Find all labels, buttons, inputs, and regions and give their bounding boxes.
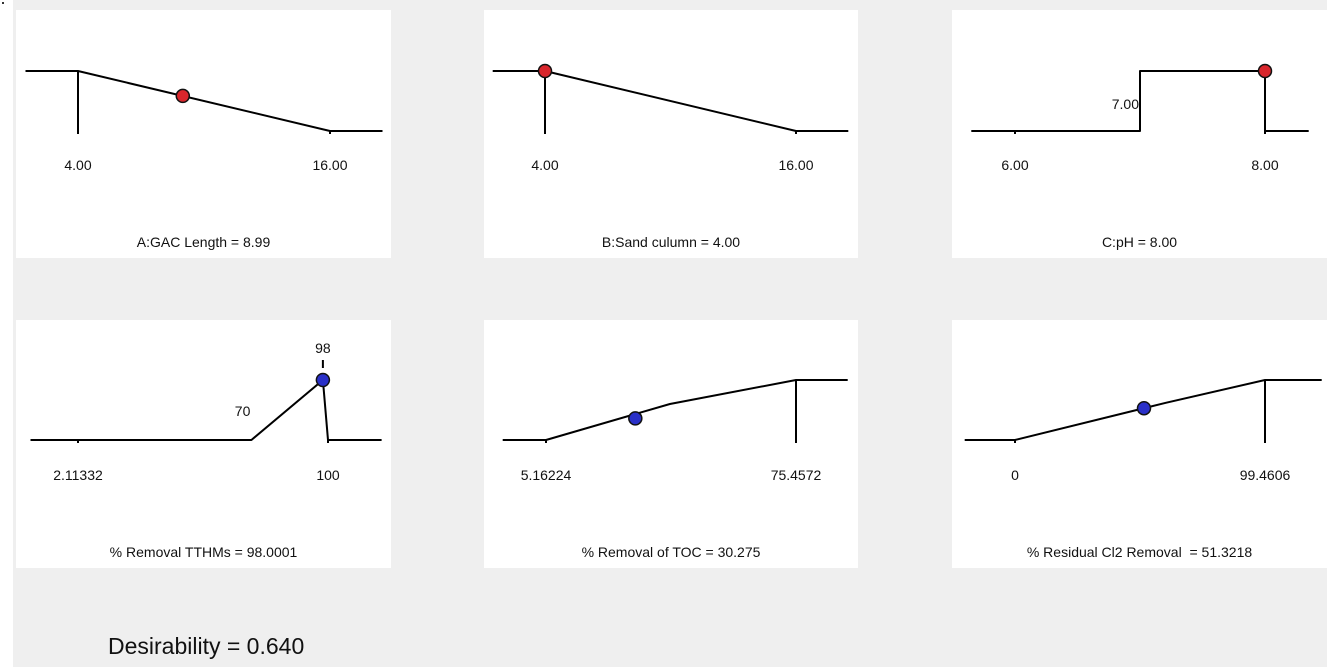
goal-label: 70 [235, 403, 251, 419]
goal-label: 7.00 [1112, 96, 1139, 112]
goal-label: 98 [315, 340, 331, 356]
current-value-marker [628, 411, 643, 426]
current-value-marker [1257, 63, 1273, 79]
tick-label: 100 [316, 467, 340, 483]
tick-label: 2.11332 [53, 467, 103, 483]
current-value-marker [1136, 400, 1152, 416]
tick-label: 6.00 [1001, 157, 1028, 173]
current-value-marker [315, 372, 331, 388]
tick-label: 75.4572 [771, 467, 822, 483]
response-panel-cl2: 0 99.4606 % Residual Cl2 Removal = 51.321… [952, 320, 1327, 568]
gac-length-caption: A:GAC Length = 8.99 [136, 234, 271, 250]
desirability-label: Desirability = 0.640 [108, 633, 305, 659]
tick-label: 8.00 [1251, 157, 1278, 173]
factor-panel-sand-column: 4.00 16.00 B:Sand culumn = 4.00 [484, 10, 858, 258]
gac-length-plot: 4.00 16.00 [25, 70, 383, 173]
current-value-marker [175, 88, 191, 104]
tick-label: 16.00 [312, 157, 347, 173]
tick-label: 0 [1011, 467, 1019, 483]
sand-column-caption: B:Sand culumn = 4.00 [601, 234, 741, 250]
cl2-plot: 0 99.4606 [964, 379, 1322, 483]
desirability-curve [971, 70, 1309, 132]
current-value-marker [537, 63, 553, 79]
ph-plot: 6.00 8.00 7.00 [971, 63, 1309, 173]
tthms-caption: % Removal TTHMs = 98.0001 [109, 544, 298, 560]
tick-label: 4.00 [531, 157, 558, 173]
desirability-curve [492, 70, 849, 132]
factor-panel-ph: 6.00 8.00 7.00 C:pH = 8.00 [952, 10, 1327, 258]
toc-caption: % Removal of TOC = 30.275 [581, 544, 761, 560]
ph-caption: C:pH = 8.00 [1101, 234, 1178, 250]
corner-dot [2, 2, 4, 4]
tick-label: 16.00 [778, 157, 813, 173]
factor-panel-gac-length: 4.00 16.00 A:GAC Length = 8.99 [16, 10, 391, 258]
left-margin [0, 0, 13, 667]
toc-plot: 5.16224 75.4572 [502, 379, 848, 483]
tick-label: 5.16224 [521, 467, 572, 483]
cl2-caption: % Residual Cl2 Removal = 51.3218 [1026, 544, 1253, 560]
response-panel-toc: 5.16224 75.4572 % Removal of TOC = 30.275 [484, 320, 858, 568]
tick-label: 4.00 [64, 157, 91, 173]
tthms-plot: 2.11332 100 70 98 [30, 340, 382, 483]
tick-label: 99.4606 [1240, 467, 1291, 483]
desirability-curve [964, 379, 1322, 441]
sand-column-plot: 4.00 16.00 [492, 63, 849, 173]
response-panel-tthms: 2.11332 100 70 98 % Removal TTHMs = 98.0001 [16, 320, 391, 568]
desirability-curve [502, 379, 848, 441]
desirability-curve [30, 379, 382, 441]
desirability-curve [25, 70, 383, 132]
